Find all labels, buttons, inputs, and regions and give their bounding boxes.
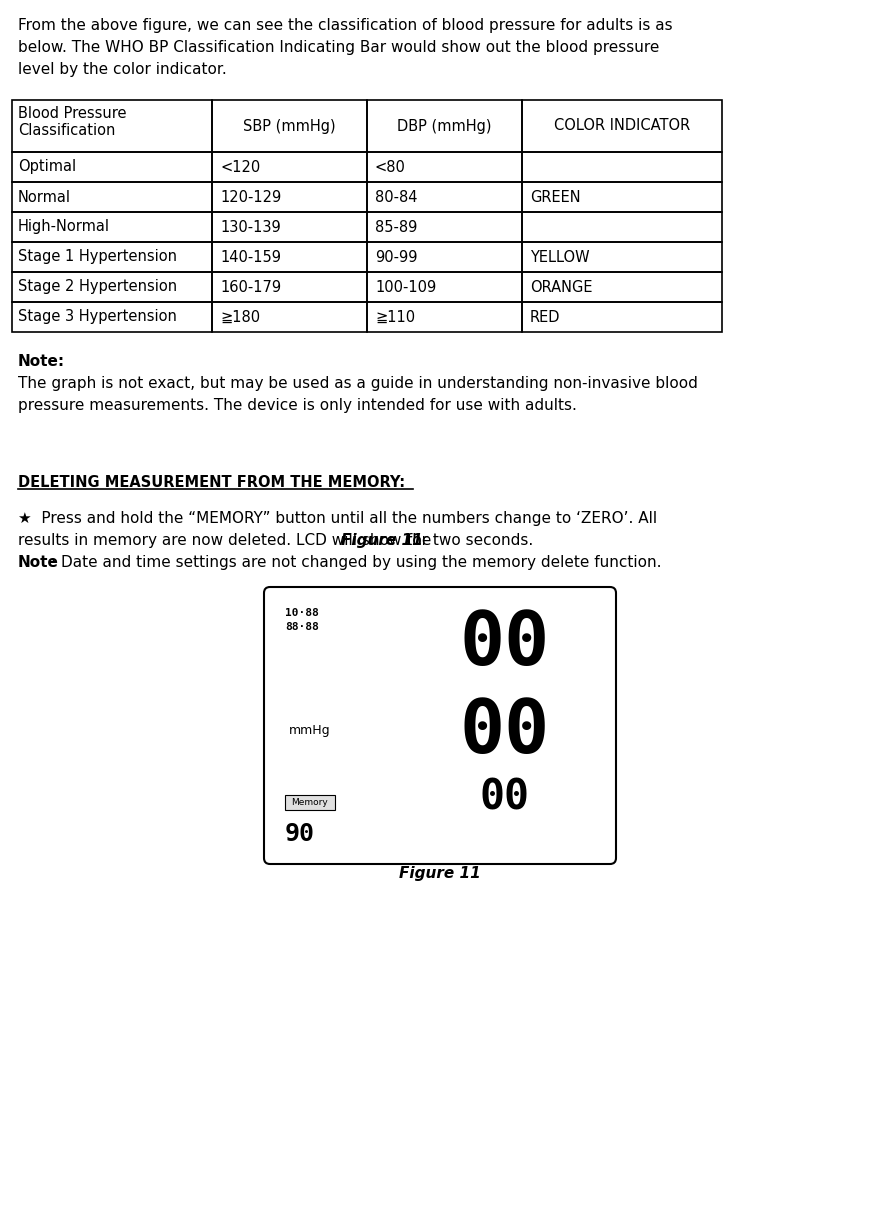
Text: below. The WHO BP Classification Indicating Bar would show out the blood pressur: below. The WHO BP Classification Indicat…: [18, 40, 660, 55]
Text: 10·88: 10·88: [285, 608, 318, 618]
Text: Stage 3 Hypertension: Stage 3 Hypertension: [18, 310, 177, 324]
Bar: [367, 302, 522, 332]
Bar: [522, 302, 722, 332]
Text: results in memory are now deleted. LCD will show the: results in memory are now deleted. LCD w…: [18, 533, 436, 549]
Bar: [522, 243, 722, 272]
Bar: [212, 212, 367, 243]
Bar: [212, 272, 367, 302]
Text: <120: <120: [220, 160, 260, 174]
Text: mmHg: mmHg: [289, 724, 331, 737]
Bar: [367, 182, 522, 212]
Bar: [12, 100, 212, 152]
Bar: [12, 243, 212, 272]
Text: Blood Pressure
Classification: Blood Pressure Classification: [18, 106, 126, 139]
Text: Note: Note: [18, 555, 59, 570]
Text: SBP (mmHg): SBP (mmHg): [243, 118, 336, 134]
Text: pressure measurements. The device is only intended for use with adults.: pressure measurements. The device is onl…: [18, 397, 577, 413]
Text: 00: 00: [480, 777, 530, 818]
Text: High-Normal: High-Normal: [18, 219, 110, 234]
Bar: [212, 302, 367, 332]
Bar: [212, 152, 367, 182]
Text: 90: 90: [285, 822, 315, 846]
Text: ≧110: ≧110: [375, 310, 415, 324]
Text: for two seconds.: for two seconds.: [403, 533, 534, 549]
Bar: [522, 152, 722, 182]
Bar: [522, 100, 722, 152]
Bar: [212, 100, 367, 152]
Text: Memory: Memory: [292, 798, 328, 807]
Bar: [367, 212, 522, 243]
Bar: [12, 152, 212, 182]
Text: 85-89: 85-89: [375, 219, 417, 234]
Text: level by the color indicator.: level by the color indicator.: [18, 62, 227, 77]
Bar: [12, 212, 212, 243]
Bar: [522, 212, 722, 243]
Text: COLOR INDICATOR: COLOR INDICATOR: [554, 118, 690, 134]
FancyBboxPatch shape: [264, 588, 616, 864]
Text: Figure 11: Figure 11: [341, 533, 423, 549]
Bar: [522, 272, 722, 302]
Text: ≧180: ≧180: [220, 310, 260, 324]
Bar: [367, 243, 522, 272]
Text: 00: 00: [460, 696, 550, 769]
Text: 100-109: 100-109: [375, 279, 436, 295]
Text: <80: <80: [375, 160, 406, 174]
Text: Figure 11: Figure 11: [399, 865, 481, 881]
Bar: [367, 100, 522, 152]
Bar: [367, 152, 522, 182]
Bar: [285, 795, 335, 809]
Bar: [212, 243, 367, 272]
Text: DBP (mmHg): DBP (mmHg): [397, 118, 492, 134]
Bar: [12, 302, 212, 332]
Bar: [212, 182, 367, 212]
Text: 140-159: 140-159: [220, 250, 281, 265]
Bar: [12, 272, 212, 302]
Text: Note:: Note:: [18, 354, 65, 369]
Bar: [12, 182, 212, 212]
Text: ORANGE: ORANGE: [530, 279, 593, 295]
Text: From the above figure, we can see the classification of blood pressure for adult: From the above figure, we can see the cl…: [18, 18, 673, 33]
Text: 80-84: 80-84: [375, 189, 417, 205]
Text: YELLOW: YELLOW: [530, 250, 589, 265]
Text: Stage 1 Hypertension: Stage 1 Hypertension: [18, 250, 177, 265]
Text: GREEN: GREEN: [530, 189, 581, 205]
Text: The graph is not exact, but may be used as a guide in understanding non-invasive: The graph is not exact, but may be used …: [18, 375, 698, 391]
Text: : Date and time settings are not changed by using the memory delete function.: : Date and time settings are not changed…: [51, 555, 661, 570]
Text: Optimal: Optimal: [18, 160, 76, 174]
Text: Stage 2 Hypertension: Stage 2 Hypertension: [18, 279, 177, 295]
Text: 88·88: 88·88: [285, 622, 318, 631]
Text: DELETING MEASUREMENT FROM THE MEMORY:: DELETING MEASUREMENT FROM THE MEMORY:: [18, 475, 405, 490]
Text: 90-99: 90-99: [375, 250, 417, 265]
Text: 00: 00: [460, 608, 550, 681]
Bar: [367, 272, 522, 302]
Text: 160-179: 160-179: [220, 279, 282, 295]
Bar: [522, 182, 722, 212]
Text: Normal: Normal: [18, 189, 71, 205]
Text: 130-139: 130-139: [220, 219, 281, 234]
Text: RED: RED: [530, 310, 560, 324]
Text: 120-129: 120-129: [220, 189, 282, 205]
Text: ★  Press and hold the “MEMORY” button until all the numbers change to ‘ZERO’. Al: ★ Press and hold the “MEMORY” button unt…: [18, 511, 657, 527]
